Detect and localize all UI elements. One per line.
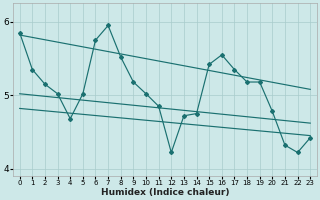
X-axis label: Humidex (Indice chaleur): Humidex (Indice chaleur) — [101, 188, 229, 197]
